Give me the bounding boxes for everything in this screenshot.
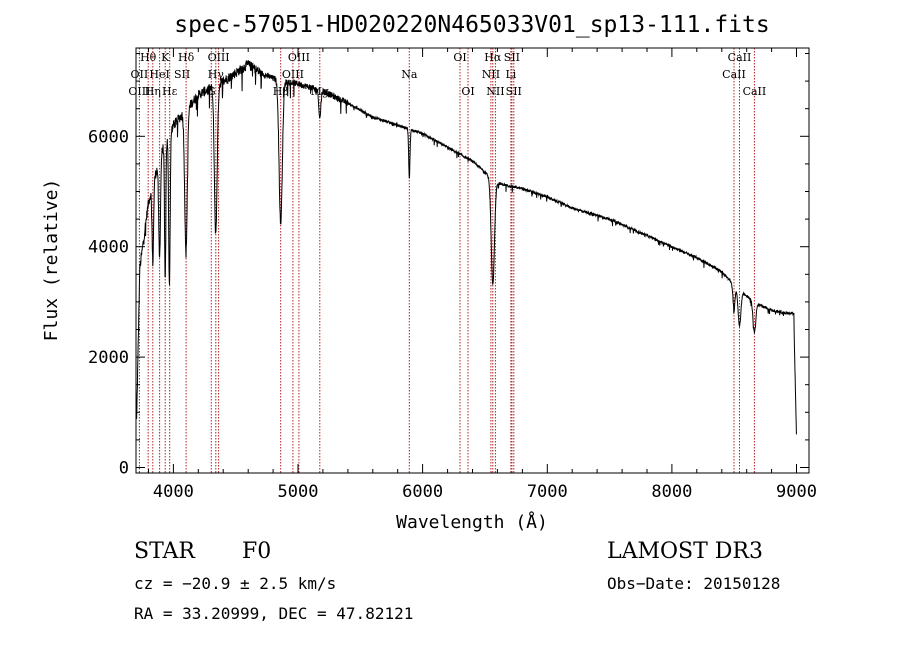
line-marker-label: Hη xyxy=(145,85,161,98)
x-tick-label: 4000 xyxy=(153,482,194,502)
line-marker-label: CaII xyxy=(722,68,746,81)
line-marker-label: OII xyxy=(131,68,149,81)
line-marker-label: NII xyxy=(482,68,500,81)
line-marker-label: OIII xyxy=(128,85,150,98)
line-marker-label: OIII xyxy=(288,51,310,64)
y-tick-label: 0 xyxy=(119,459,129,479)
object-class: STAR xyxy=(134,539,195,564)
y-tick-label: 4000 xyxy=(88,238,129,258)
line-marker-label: OIII xyxy=(208,51,230,64)
redshift-readout: cz = −20.9 ± 2.5 km/s xyxy=(134,574,337,593)
y-tick-label: 2000 xyxy=(88,348,129,368)
chart-title: spec-57051-HD020220N465033V01_sp13-111.f… xyxy=(174,12,769,38)
x-tick-label: 6000 xyxy=(402,482,443,502)
tick-layer: 4000 5000 6000 7000 8000 9000 0 2000 4000 6000 xyxy=(88,48,817,502)
line-marker-label: NII xyxy=(486,85,504,98)
spectrum-layer xyxy=(136,60,797,435)
object-subclass: F0 xyxy=(242,539,272,564)
y-axis-label: Flux (relative) xyxy=(41,179,62,342)
line-marker-label: SII xyxy=(506,85,522,98)
line-marker-label: Na xyxy=(401,68,418,81)
line-marker-label: Hθ xyxy=(140,51,157,64)
plot-frame xyxy=(135,47,810,474)
line-marker-label: SII xyxy=(504,51,520,64)
line-marker-label: Hε xyxy=(162,85,178,98)
line-marker-label: OIII xyxy=(282,68,304,81)
x-tick-label: 9000 xyxy=(776,482,817,502)
line-marker-label: OI xyxy=(461,85,474,98)
line-marker-label: Hα xyxy=(484,51,502,64)
y-tick-label: 6000 xyxy=(88,127,129,147)
line-marker-label: Hδ xyxy=(178,51,195,64)
line-marker-label: Hγ xyxy=(208,68,225,81)
line-marker-label: G xyxy=(207,85,216,98)
ra-dec-readout: RA = 33.20999, DEC = 47.82121 xyxy=(134,604,414,623)
x-tick-label: 5000 xyxy=(278,482,319,502)
line-marker-label: CaII xyxy=(728,51,752,64)
obs-date: Obs−Date: 20150128 xyxy=(607,574,781,593)
x-tick-label: 7000 xyxy=(527,482,568,502)
line-marker-label: K xyxy=(161,51,170,64)
line-marker-label: Li xyxy=(505,68,516,81)
line-marker-label: HeI xyxy=(149,68,169,81)
line-marker-label: SII xyxy=(174,68,190,81)
line-marker-label: Hβ xyxy=(273,85,289,98)
x-tick-label: 8000 xyxy=(651,482,692,502)
survey-name: LAMOST DR3 xyxy=(607,539,763,564)
spectrum-line xyxy=(136,60,797,435)
line-marker-label: OI xyxy=(453,51,466,64)
line-marker-label: CaII xyxy=(743,85,767,98)
x-axis-label: Wavelength (Å) xyxy=(396,511,548,533)
